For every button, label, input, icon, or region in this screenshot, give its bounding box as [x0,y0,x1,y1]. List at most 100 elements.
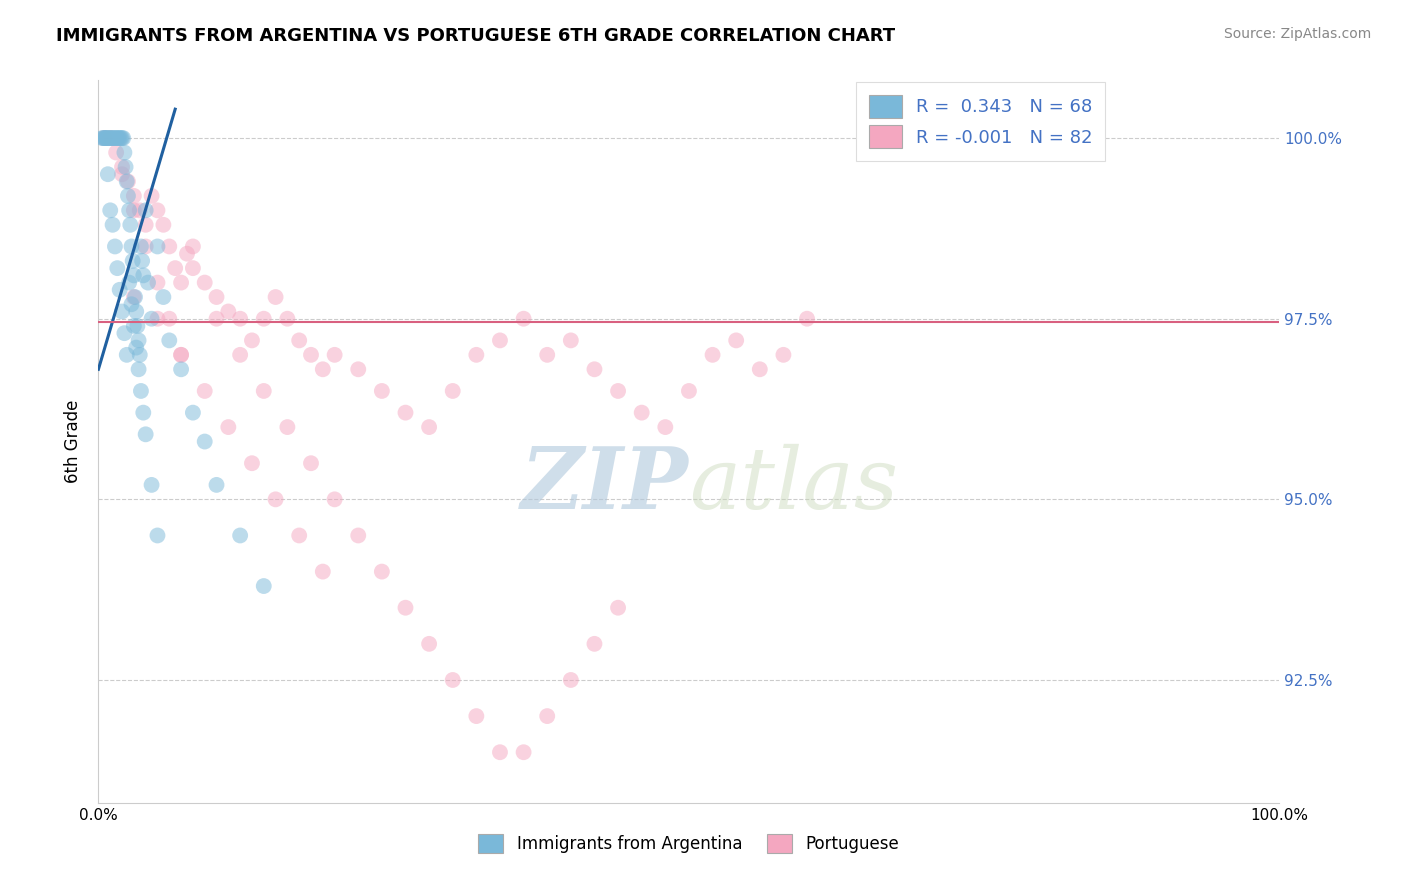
Point [93,131,115,145]
Point [772,348,794,362]
Point [105,131,128,145]
Point [229,528,252,542]
Point [253,311,276,326]
Point [512,745,534,759]
Point [121,239,143,253]
Point [112,145,135,160]
Point [128,348,150,362]
Text: atlas: atlas [689,443,898,526]
Point [146,311,169,326]
Point [135,427,157,442]
Point [181,261,204,276]
Point [654,420,676,434]
Point [253,384,276,398]
Point [111,167,134,181]
Point [121,297,143,311]
Point [170,348,193,362]
Point [93,131,115,145]
Point [347,362,370,376]
Point [125,341,148,355]
Point [607,600,630,615]
Point [115,174,138,188]
Point [253,579,276,593]
Point [96,131,118,145]
Point [217,304,239,318]
Point [104,131,127,145]
Point [418,637,440,651]
Point [98,131,121,145]
Point [276,311,298,326]
Point [347,528,370,542]
Point [125,304,148,318]
Point [122,189,145,203]
Point [152,218,174,232]
Point [131,254,153,268]
Point [152,290,174,304]
Point [129,239,152,253]
Point [94,131,117,145]
Point [441,384,464,398]
Point [101,218,124,232]
Point [264,290,287,304]
Point [560,673,582,687]
Point [127,318,149,333]
Point [205,478,228,492]
Point [100,131,122,145]
Text: Source: ZipAtlas.com: Source: ZipAtlas.com [1223,27,1371,41]
Point [157,334,180,348]
Point [132,268,155,283]
Point [146,276,169,290]
Point [98,131,121,145]
Point [104,239,127,253]
Point [117,189,139,203]
Point [465,709,488,723]
Point [105,261,128,276]
Point [112,326,135,341]
Point [240,334,263,348]
Point [323,348,346,362]
Text: ZIP: ZIP [522,443,689,526]
Y-axis label: 6th Grade: 6th Grade [65,400,83,483]
Point [194,434,217,449]
Point [105,131,128,145]
Point [299,348,322,362]
Point [132,406,155,420]
Point [512,311,534,326]
Point [122,268,145,283]
Point [91,131,114,145]
Point [371,384,394,398]
Point [103,131,125,145]
Point [146,203,169,218]
Point [288,528,311,542]
Point [157,311,180,326]
Text: IMMIGRANTS FROM ARGENTINA VS PORTUGUESE 6TH GRADE CORRELATION CHART: IMMIGRANTS FROM ARGENTINA VS PORTUGUESE … [56,27,896,45]
Point [114,160,136,174]
Point [229,348,252,362]
Point [748,362,770,376]
Point [135,203,157,218]
Point [124,290,146,304]
Point [165,261,187,276]
Point [205,311,228,326]
Point [115,348,138,362]
Point [630,406,652,420]
Point [111,131,134,145]
Legend: Immigrants from Argentina, Portuguese: Immigrants from Argentina, Portuguese [472,827,905,860]
Point [536,709,558,723]
Point [141,311,163,326]
Point [229,311,252,326]
Point [108,283,131,297]
Point [121,254,143,268]
Point [181,239,204,253]
Point [146,528,169,542]
Point [176,246,198,260]
Point [264,492,287,507]
Point [135,239,157,253]
Point [394,600,416,615]
Point [489,334,512,348]
Point [583,637,606,651]
Point [146,239,169,253]
Point [157,239,180,253]
Point [560,334,582,348]
Point [394,406,416,420]
